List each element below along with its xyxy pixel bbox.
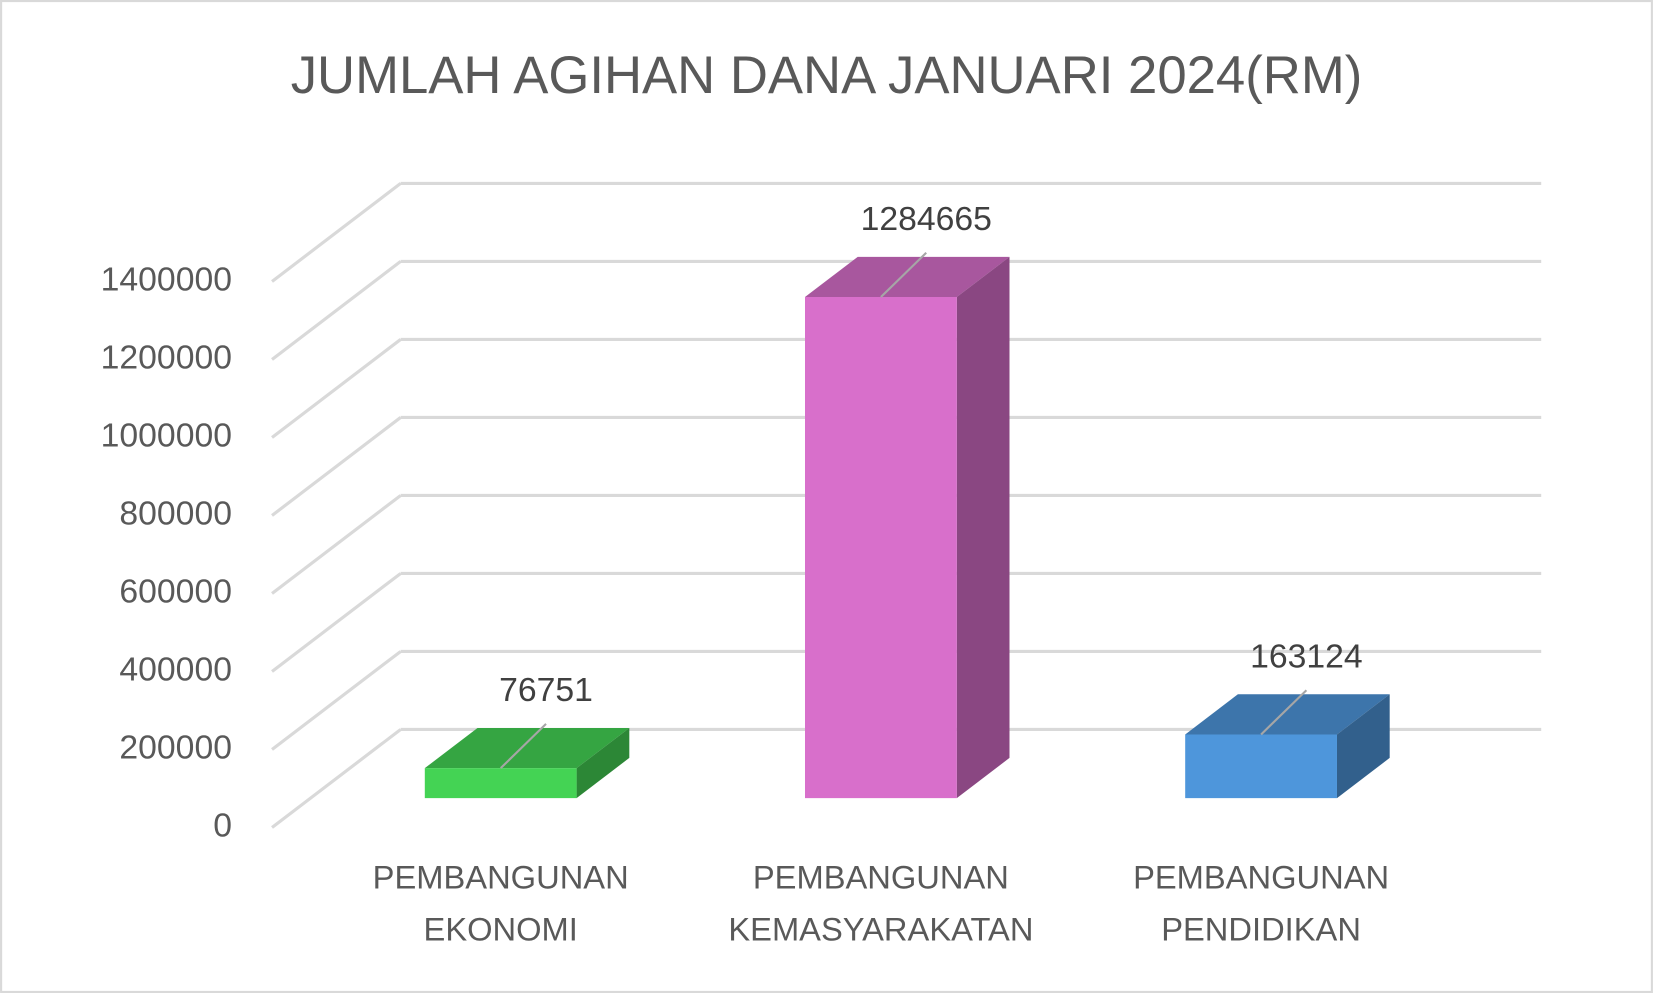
bar-front [1185,734,1337,799]
x-tick-label-box: PEMBANGUNAN EKONOMI [372,859,629,948]
bar [1185,694,1390,799]
grid-line [271,182,402,283]
y-tick-label: 600000 [119,572,232,610]
leader-line [880,252,927,298]
y-tick-label: 1000000 [101,416,232,454]
chart-title: JUMLAH AGIHAN DANA JANUARI 2024(RM) [291,46,1363,105]
y-tick-label: 800000 [119,494,232,532]
bar-top [424,727,630,769]
bar-top [804,256,1010,298]
y-tick-label: 0 [213,806,232,844]
data-label: 163124 [1250,637,1363,675]
y-tick-label: 400000 [119,650,232,688]
grid-line [271,338,402,439]
bar-front [804,297,957,799]
grid-line [271,572,402,673]
grid-line [271,494,402,595]
grid-line [271,650,402,751]
bar [424,727,630,799]
bar-top [1185,694,1390,735]
leader-line [499,723,547,769]
data-label: 76751 [499,671,593,709]
bar [804,256,1010,799]
bar-side [576,727,630,799]
grid-line [271,260,402,361]
grid-line [271,416,402,517]
x-tick-label: PEMBANGUNAN PENDIDIKAN [1133,859,1390,948]
y-tick-label: 1400000 [101,260,232,298]
bar-side [1336,694,1390,799]
data-label: 1284665 [861,200,992,238]
x-tick-label: PEMBANGUNAN EKONOMI [372,859,629,948]
bar-front [424,768,577,799]
y-tick-label: 200000 [119,728,232,766]
x-tick-label-box: PEMBANGUNAN PENDIDIKAN [1133,859,1390,948]
y-tick-label: 1200000 [101,338,232,376]
x-tick-label: PEMBANGUNAN KEMASYARAKATAN [728,859,1034,948]
leader-line [1260,689,1308,736]
x-tick-label-box: PEMBANGUNAN KEMASYARAKATAN [728,859,1034,948]
grid-line [271,728,402,829]
bar-side [956,256,1010,799]
